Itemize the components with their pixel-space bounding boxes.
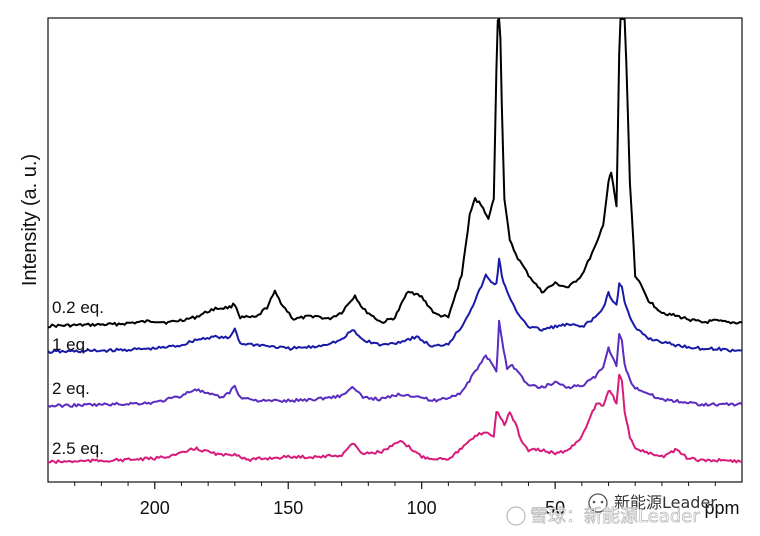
- plot-frame: [47, 17, 743, 483]
- watermark-line1: 新能源Leader: [614, 493, 717, 512]
- x-tick-label: 100: [407, 498, 437, 518]
- series-line-4: [47, 373, 743, 464]
- series-label-1: 0.2 eq.: [52, 298, 104, 317]
- x-tick-label: 150: [273, 498, 303, 518]
- x-tick-layer: 200 150 100 50: [74, 482, 716, 518]
- series-line-1: [48, 18, 743, 329]
- series-line-2: [47, 257, 743, 354]
- watermark: 新能源Leader 雪球：新能源Leader: [506, 493, 717, 527]
- snowball-icon: [506, 506, 526, 526]
- x-tick-label: 50: [545, 498, 565, 518]
- x-tick-label: 200: [140, 498, 170, 518]
- series-label-layer: 0.2 eq. 1 eq. 2 eq. 2.5 eq.: [52, 298, 104, 458]
- series-label-4: 2.5 eq.: [52, 439, 104, 458]
- series-layer: [47, 18, 743, 464]
- series-label-3: 2 eq.: [52, 379, 90, 398]
- series-line-3: [47, 319, 743, 408]
- y-axis-label: Intensity (a. u.): [19, 154, 41, 286]
- watermark-line2: 雪球：新能源Leader: [530, 506, 700, 527]
- x-axis-unit: ppm: [704, 498, 739, 518]
- series-label-2: 1 eq.: [52, 335, 90, 354]
- chat-bubble-icon: [588, 493, 608, 513]
